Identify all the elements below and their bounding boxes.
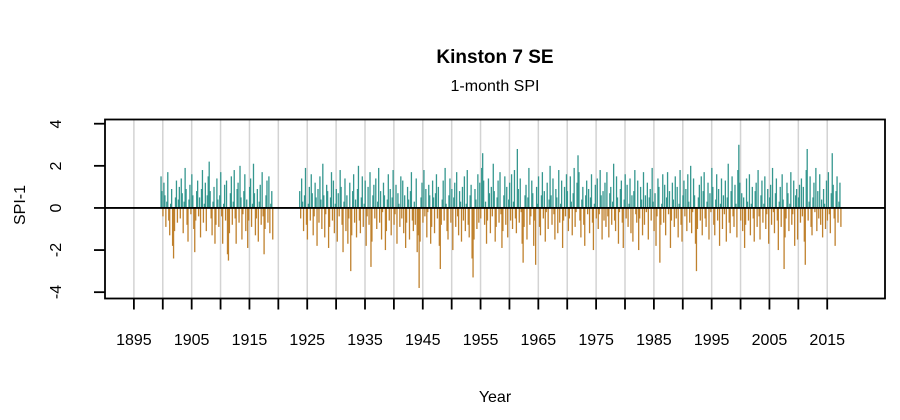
x-tick-label: 1995 [693,332,730,349]
x-tick-label: 2015 [809,332,846,349]
x-tick-label: 1895 [116,332,152,349]
y-tick-label: -4 [48,285,65,300]
x-tick-label: 1985 [636,332,672,349]
x-tick-label: 1935 [347,332,383,349]
x-axis-label: Year [478,389,512,406]
x-tick-label: 1975 [578,332,614,349]
x-tick-label: 1925 [289,332,326,349]
x-tick-label: 2005 [751,332,788,349]
chart-title: Kinston 7 SE [436,47,554,68]
x-tick-label: 1945 [404,332,441,349]
y-axis-label: SPI-1 [12,184,29,226]
x-tick-label: 1965 [520,332,557,349]
x-tick-label: 1905 [173,332,210,349]
y-tick-label: 0 [48,203,65,213]
y-tick-label: 4 [48,119,65,129]
y-tick-label: -2 [48,242,65,258]
chart-subtitle: 1-month SPI [450,78,540,95]
y-tick-label: 2 [48,161,65,171]
x-tick-label: 1955 [462,332,499,349]
x-tick-label: 1915 [231,332,268,349]
